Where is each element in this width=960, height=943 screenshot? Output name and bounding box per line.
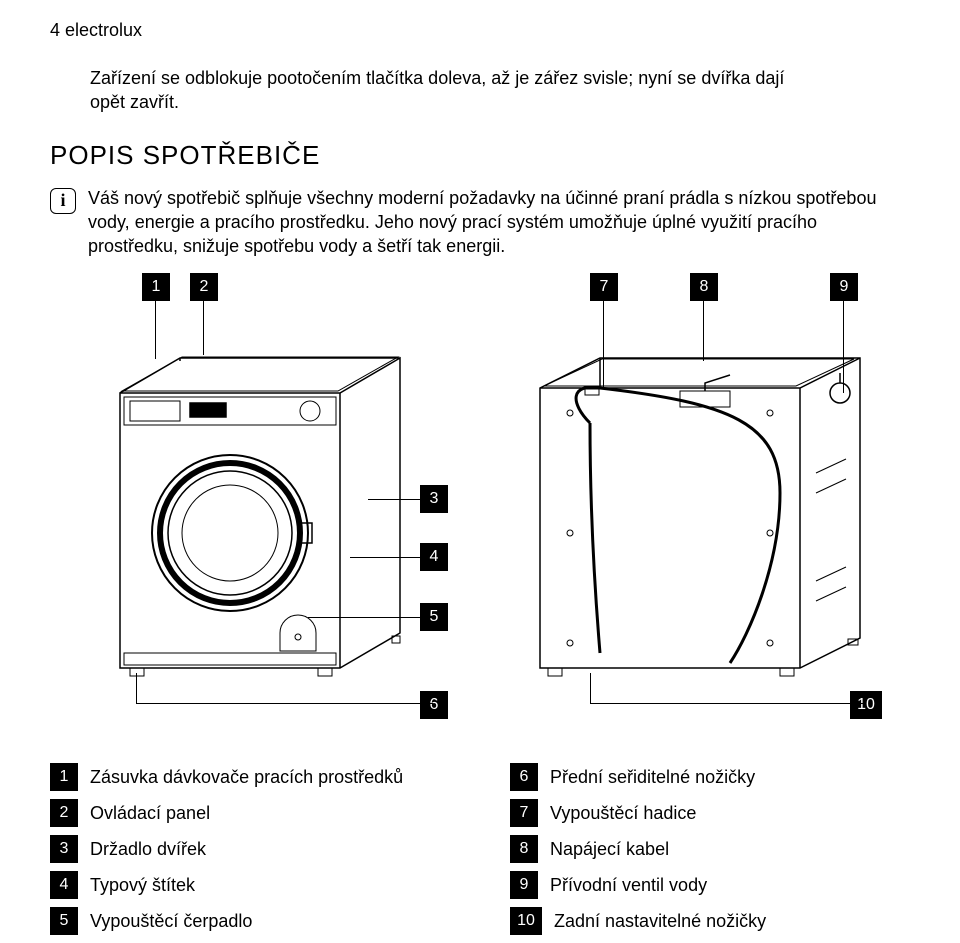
legend-item-2: 2 Ovládací panel	[50, 799, 450, 827]
info-icon: i	[50, 188, 76, 214]
callout-badge-8: 8	[690, 273, 718, 301]
leader-line	[603, 301, 604, 389]
callout-badge-3: 3	[420, 485, 448, 513]
legend-item-7: 7 Vypouštěcí hadice	[510, 799, 910, 827]
legend-label: Zásuvka dávkovače pracích prostředků	[90, 767, 403, 788]
legend-item-9: 9 Přívodní ventil vody	[510, 871, 910, 899]
leader-line	[136, 703, 433, 704]
legend-label: Přední seřiditelné nožičky	[550, 767, 755, 788]
legend-label: Vypouštěcí hadice	[550, 803, 696, 824]
legend-item-3: 3 Držadlo dvířek	[50, 835, 450, 863]
legend-badge: 2	[50, 799, 78, 827]
legend-badge: 8	[510, 835, 538, 863]
section-title: POPIS SPOTŘEBIČE	[50, 140, 910, 171]
legend-badge: 7	[510, 799, 538, 827]
legend-left: 1 Zásuvka dávkovače pracích prostředků 2 Ov…	[50, 763, 450, 943]
legend-label: Držadlo dvířek	[90, 839, 206, 860]
legend-badge: 1	[50, 763, 78, 791]
legend-label: Vypouštěcí čerpadlo	[90, 911, 252, 932]
callout-badge-2: 2	[190, 273, 218, 301]
legend-label: Ovládací panel	[90, 803, 210, 824]
legend-right: 6 Přední seřiditelné nožičky 7 Vypouštěcí h…	[510, 763, 910, 943]
callout-badge-9: 9	[830, 273, 858, 301]
callout-badge-10: 10	[850, 691, 882, 719]
callout-badge-1: 1	[142, 273, 170, 301]
leader-line	[308, 617, 420, 618]
info-text: Váš nový spotřebič splňuje všechny moder…	[88, 186, 910, 259]
leader-line	[590, 703, 863, 704]
leader-line	[368, 499, 420, 500]
legend-badge: 9	[510, 871, 538, 899]
leader-line	[590, 673, 591, 703]
legend: 1 Zásuvka dávkovače pracích prostředků 2 Ov…	[50, 763, 910, 943]
callout-badge-4: 4	[420, 543, 448, 571]
callout-badge-7: 7	[590, 273, 618, 301]
legend-label: Zadní nastavitelné nožičky	[554, 911, 766, 932]
legend-item-4: 4 Typový štítek	[50, 871, 450, 899]
legend-item-5: 5 Vypouštěcí čerpadlo	[50, 907, 450, 935]
legend-label: Přívodní ventil vody	[550, 875, 707, 896]
leader-line	[136, 673, 137, 703]
callout-badge-5: 5	[420, 603, 448, 631]
leader-line	[703, 301, 704, 361]
leader-line	[203, 301, 204, 355]
legend-badge: 5	[50, 907, 78, 935]
leader-line	[350, 557, 420, 558]
washer-back-icon	[530, 333, 870, 683]
callout-badge-6: 6	[420, 691, 448, 719]
legend-item-1: 1 Zásuvka dávkovače pracích prostředků	[50, 763, 450, 791]
washer-front-icon	[100, 333, 410, 683]
legend-label: Napájecí kabel	[550, 839, 669, 860]
page-header: 4 electrolux	[50, 20, 910, 41]
leader-line	[843, 301, 844, 393]
legend-label: Typový štítek	[90, 875, 195, 896]
legend-badge: 6	[510, 763, 538, 791]
legend-item-10: 10 Zadní nastavitelné nožičky	[510, 907, 910, 935]
legend-item-6: 6 Přední seřiditelné nožičky	[510, 763, 910, 791]
intro-text: Zařízení se odblokuje pootočením tlačítk…	[90, 66, 820, 115]
diagram-area: 12 7 8 9 3 4 5 6 10	[50, 273, 910, 743]
legend-badge: 4	[50, 871, 78, 899]
leader-line	[155, 301, 156, 359]
legend-item-8: 8 Napájecí kabel	[510, 835, 910, 863]
info-row: i Váš nový spotřebič splňuje všechny mod…	[50, 186, 910, 259]
legend-badge: 10	[510, 907, 542, 935]
legend-badge: 3	[50, 835, 78, 863]
